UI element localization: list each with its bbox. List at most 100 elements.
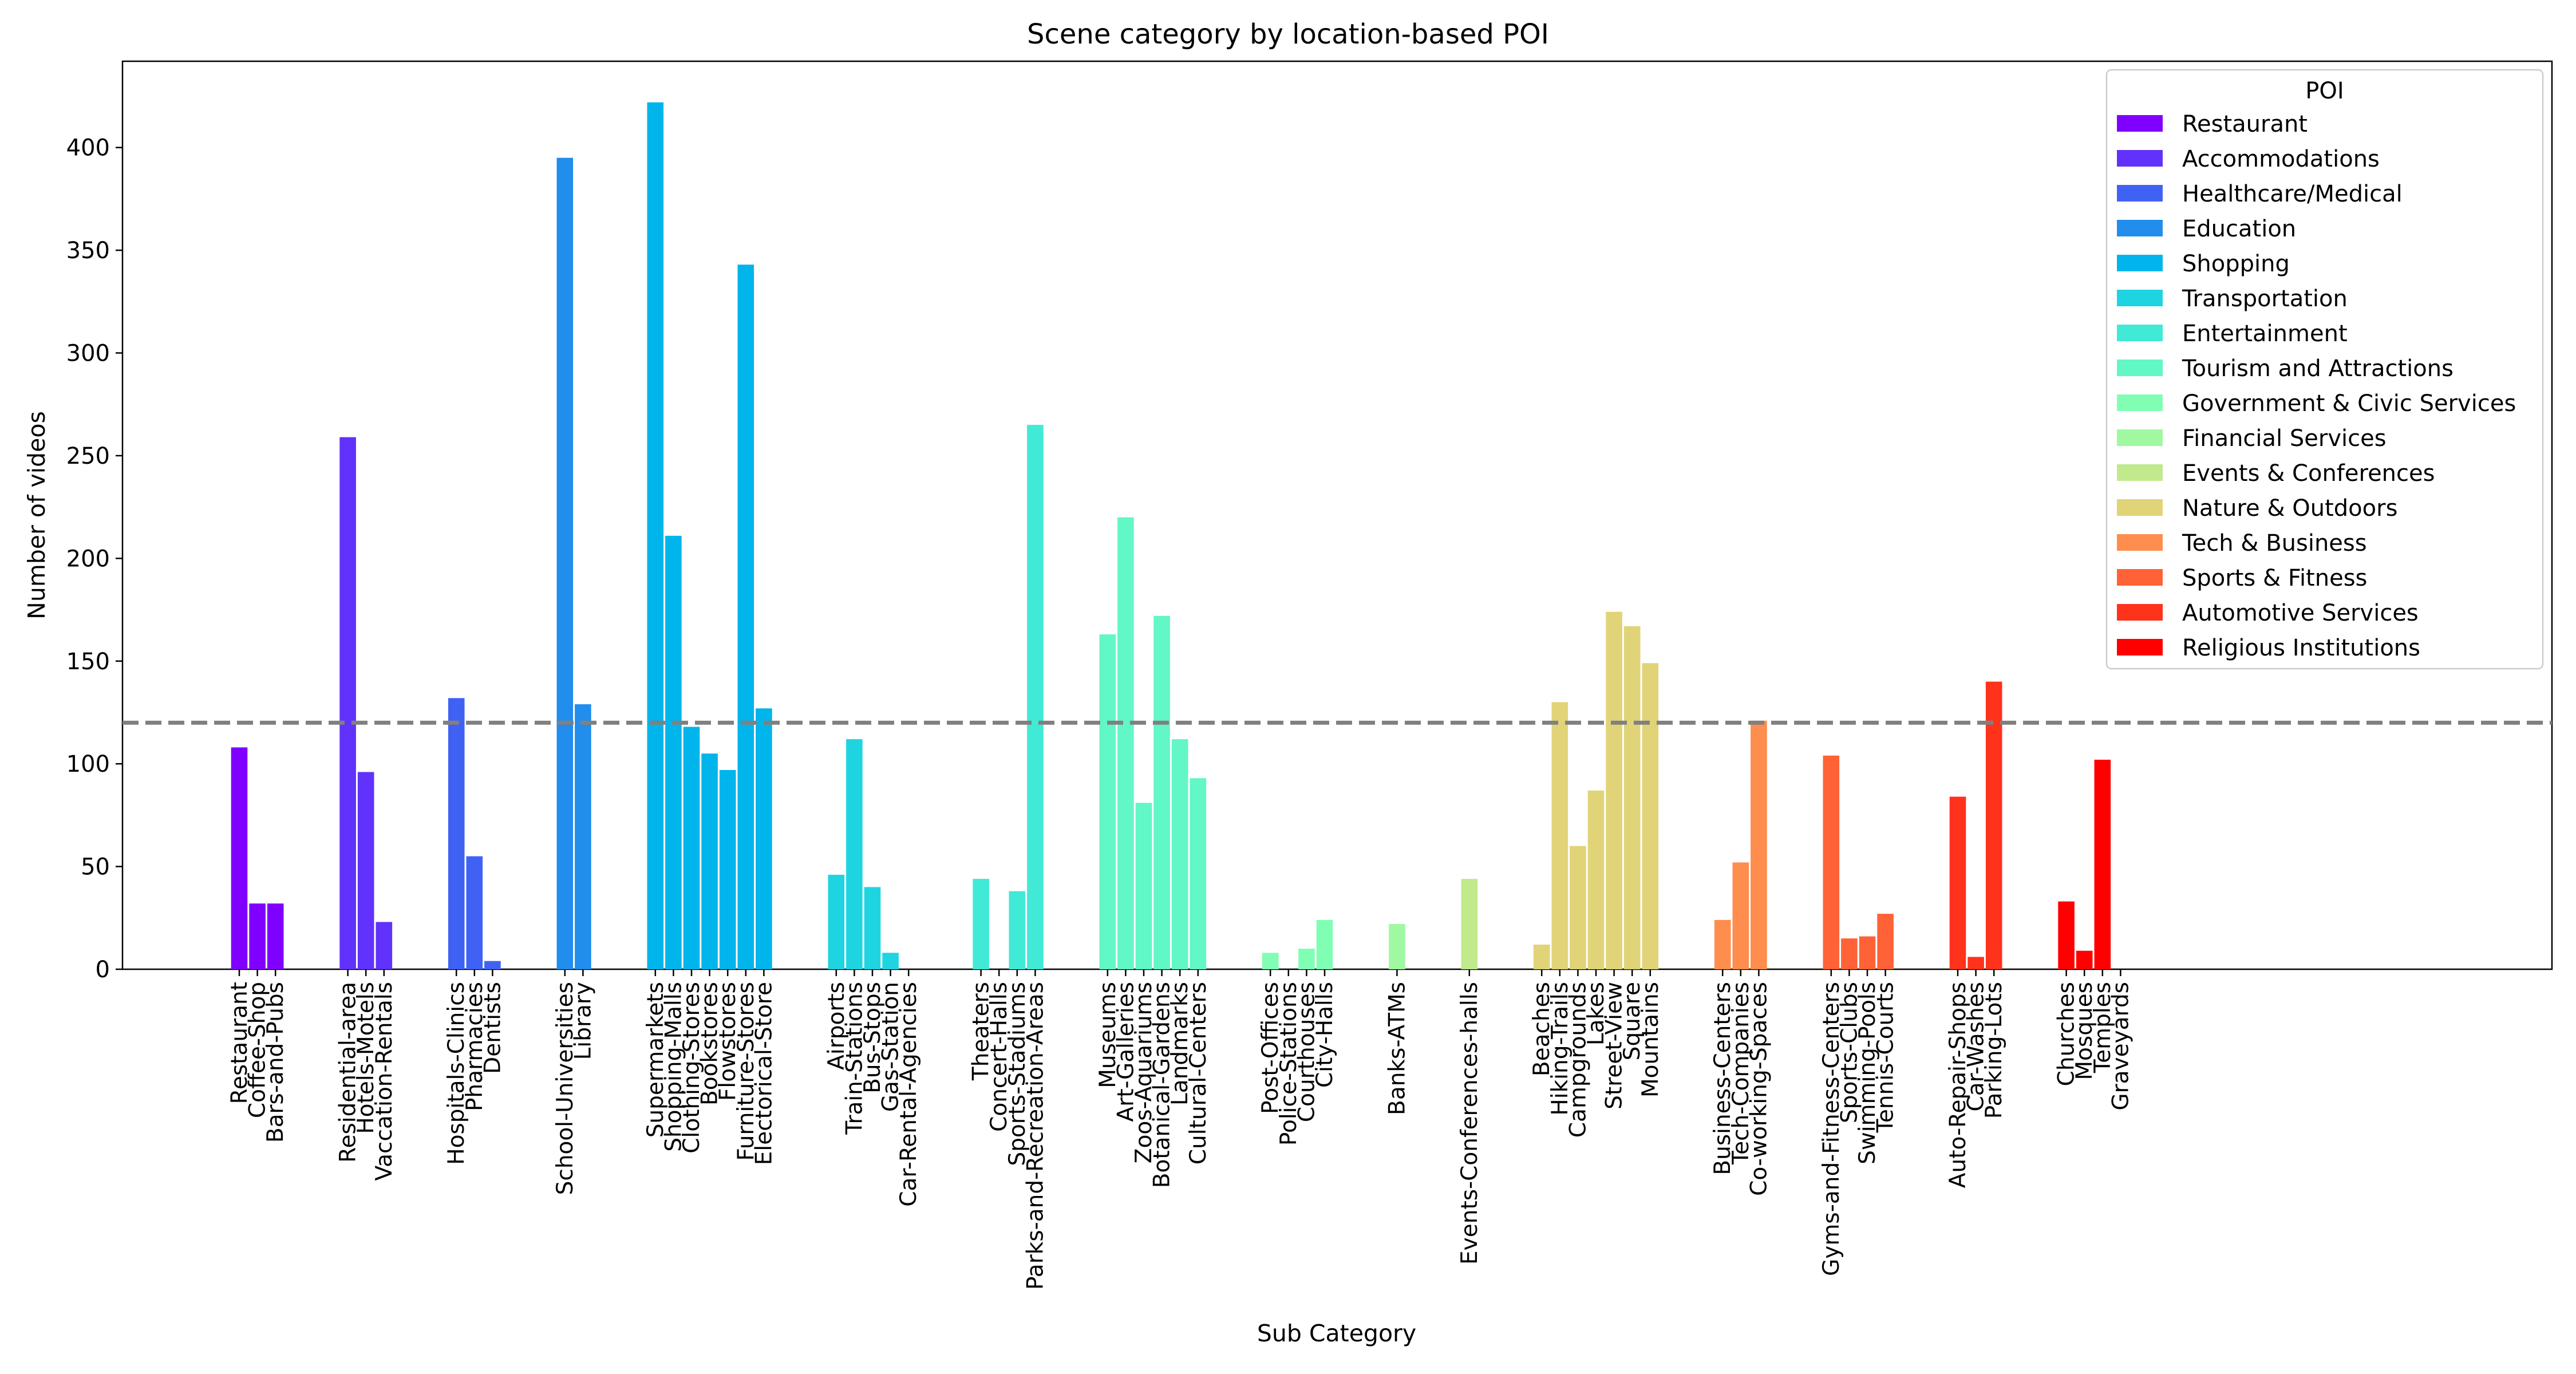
bar bbox=[647, 102, 664, 970]
bar bbox=[1587, 790, 1605, 969]
x-tick-label: Furniture-Stores bbox=[733, 982, 759, 1161]
x-tick-label: Graveyards bbox=[2108, 982, 2134, 1111]
x-tick-label: Hiking-Trails bbox=[1547, 982, 1573, 1116]
bar bbox=[828, 874, 845, 969]
legend-entry: Shopping bbox=[2182, 251, 2290, 277]
legend-swatch bbox=[2117, 569, 2163, 586]
bar bbox=[719, 769, 736, 969]
legend-swatch bbox=[2117, 394, 2163, 411]
bar bbox=[1751, 720, 1767, 969]
bar bbox=[575, 704, 591, 969]
x-tick-label: Swimming-Pools bbox=[1855, 982, 1880, 1164]
legend-swatch bbox=[2117, 220, 2163, 236]
bar bbox=[1135, 803, 1152, 969]
legend-swatch bbox=[2117, 499, 2163, 516]
plot-area: 050100150200250300350400RestaurantCoffee… bbox=[66, 60, 2553, 1290]
bar bbox=[1262, 953, 1279, 969]
legend-entry: Education bbox=[2182, 216, 2296, 242]
legend-entry: Entertainment bbox=[2182, 321, 2348, 347]
bar bbox=[556, 157, 574, 969]
bar bbox=[1967, 957, 1984, 969]
x-tick-label: Zoos-Aquariums bbox=[1131, 982, 1157, 1163]
bar bbox=[864, 887, 881, 969]
x-tick-label: Hospitals-Clinics bbox=[444, 982, 469, 1165]
legend-swatch bbox=[2117, 185, 2163, 202]
legend-entry: Automotive Services bbox=[2182, 600, 2419, 626]
bar bbox=[1316, 919, 1333, 969]
bar bbox=[376, 922, 393, 969]
x-tick-label: Museums bbox=[1095, 982, 1121, 1088]
x-tick-label: Courthouses bbox=[1294, 982, 1319, 1122]
bar bbox=[1823, 755, 1840, 969]
y-tick-label: 250 bbox=[66, 443, 110, 469]
bar bbox=[1949, 796, 1966, 969]
legend-title: POI bbox=[2305, 78, 2344, 104]
x-tick-label: Lakes bbox=[1583, 982, 1609, 1045]
x-tick-label: Theaters bbox=[969, 982, 994, 1081]
legend-swatch bbox=[2117, 534, 2163, 551]
bar bbox=[1117, 517, 1134, 969]
x-tick-label: Events-Conferences-halls bbox=[1457, 982, 1483, 1265]
x-tick-label: Temples bbox=[2090, 982, 2116, 1073]
x-tick-label: Business-Centers bbox=[1710, 982, 1736, 1175]
bar bbox=[1841, 938, 1858, 969]
bar bbox=[1985, 681, 2002, 969]
x-tick-label: Vaccation-Rentals bbox=[372, 982, 397, 1181]
x-tick-label: Cultural-Centers bbox=[1186, 982, 1211, 1164]
y-tick-label: 0 bbox=[96, 957, 110, 983]
legend-swatch bbox=[2117, 464, 2163, 481]
bar bbox=[973, 879, 989, 969]
x-tick-label: Police-Stations bbox=[1276, 982, 1302, 1146]
x-tick-label: Concert-Halls bbox=[986, 982, 1012, 1132]
y-tick-label: 50 bbox=[81, 854, 110, 881]
y-tick-label: 400 bbox=[66, 135, 110, 161]
x-tick-label: Restaurant bbox=[227, 982, 252, 1104]
x-tick-label: Car-Washes bbox=[1963, 982, 1989, 1111]
bar bbox=[737, 264, 754, 969]
plot-frame bbox=[121, 60, 2553, 970]
legend-entry: Sports & Fitness bbox=[2182, 565, 2367, 591]
bar bbox=[1153, 615, 1170, 969]
bar bbox=[2094, 760, 2111, 969]
bar bbox=[2076, 950, 2093, 969]
bar bbox=[701, 753, 718, 969]
x-tick-label: Gyms-and-Fitness-Centers bbox=[1819, 982, 1844, 1276]
x-tick-label: Coffee-Shop bbox=[245, 982, 271, 1118]
bar bbox=[1298, 949, 1315, 969]
bar bbox=[1099, 634, 1116, 969]
bar bbox=[665, 535, 682, 969]
x-tick-label: Gas-Station bbox=[878, 982, 904, 1112]
legend: POI Restaurant Accommodations Healthcare/Me… bbox=[2105, 69, 2544, 670]
chart-title: Scene category by location-based POI bbox=[1027, 18, 1549, 50]
x-tick-label: Car-Rental-Agencies bbox=[896, 982, 922, 1207]
x-tick-label: Bookstores bbox=[697, 982, 723, 1105]
legend-entry: Nature & Outdoors bbox=[2182, 495, 2397, 522]
x-tick-label: Train-Stations bbox=[841, 982, 867, 1135]
legend-swatch bbox=[2117, 150, 2163, 167]
x-tick-label: City-Halls bbox=[1312, 982, 1338, 1088]
bar bbox=[1461, 879, 1478, 969]
x-tick-label: Square bbox=[1619, 982, 1645, 1060]
x-tick-label: Banks-ATMs bbox=[1384, 982, 1410, 1115]
x-tick-label: Residential-area bbox=[335, 982, 361, 1163]
bar bbox=[882, 953, 899, 969]
x-tick-label: Airports bbox=[824, 982, 850, 1070]
x-tick-label: Campgrounds bbox=[1565, 982, 1591, 1138]
x-tick-label: Co-working-Spaces bbox=[1746, 982, 1772, 1196]
bar bbox=[339, 437, 356, 969]
y-axis-label: Number of videos bbox=[23, 411, 50, 619]
bar bbox=[846, 739, 863, 969]
bar bbox=[1533, 944, 1550, 969]
bar bbox=[1642, 663, 1659, 969]
bar bbox=[1551, 702, 1568, 969]
bar bbox=[466, 856, 483, 969]
legend-swatch bbox=[2117, 429, 2163, 446]
x-tick-label: Mosques bbox=[2072, 982, 2097, 1080]
bar bbox=[448, 698, 465, 969]
x-tick-label: Parking-Lots bbox=[1981, 982, 2007, 1119]
x-tick-label: Pharmacies bbox=[462, 982, 488, 1111]
y-tick-label: 100 bbox=[66, 751, 110, 777]
x-tick-label: Churches bbox=[2054, 982, 2080, 1086]
x-tick-label: Supermarkets bbox=[643, 982, 669, 1138]
